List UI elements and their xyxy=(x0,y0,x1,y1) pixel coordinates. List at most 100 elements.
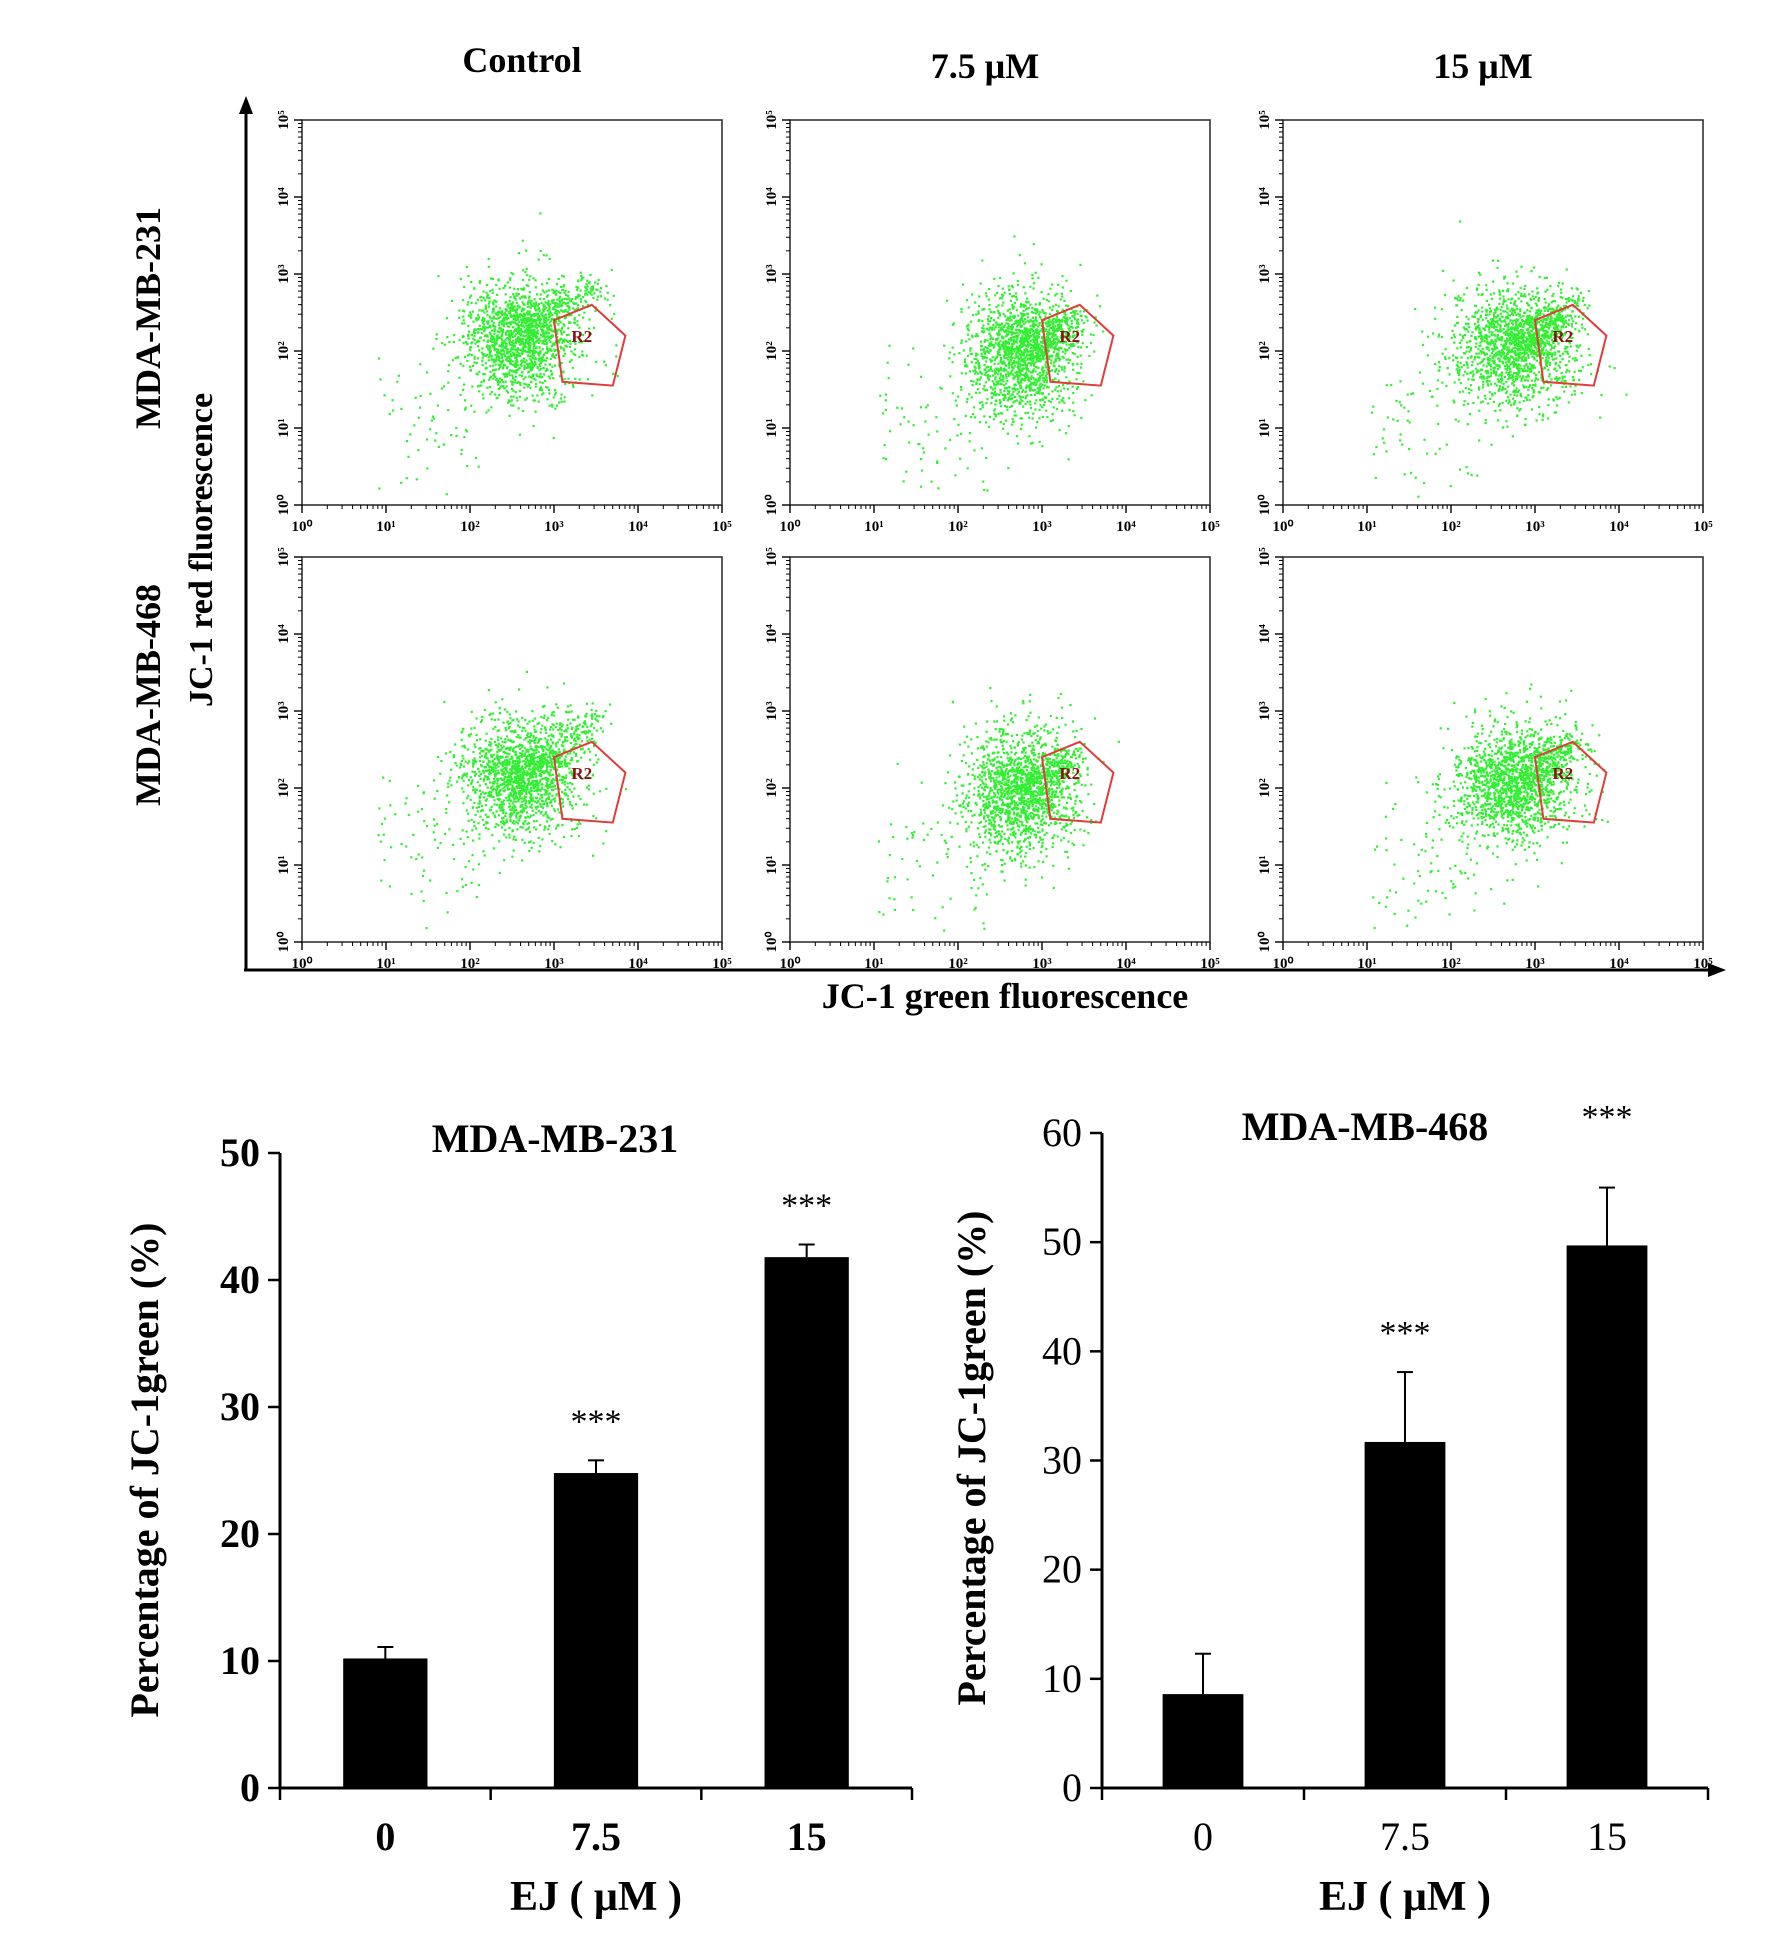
flow-dot xyxy=(550,370,552,372)
flow-dot xyxy=(1046,299,1048,301)
flow-dot xyxy=(549,315,551,317)
flow-dot xyxy=(1574,315,1576,317)
flow-dot xyxy=(545,360,547,362)
flow-dot xyxy=(499,321,501,323)
flow-dot xyxy=(1016,435,1018,437)
flow-dot xyxy=(526,342,528,344)
flow-dot xyxy=(992,311,994,313)
flow-dot xyxy=(1024,357,1026,359)
flow-dot xyxy=(577,295,579,297)
flow-dot xyxy=(1025,387,1027,389)
flow-dot xyxy=(1003,357,1005,359)
flow-dot xyxy=(458,309,460,311)
flow-dot xyxy=(1477,321,1479,323)
flow-dot xyxy=(528,297,530,299)
flow-dot xyxy=(521,362,523,364)
flow-dot xyxy=(982,324,984,326)
flow-dot xyxy=(539,298,541,300)
flow-dot xyxy=(548,339,550,341)
gate-r2-label: R2 xyxy=(571,327,592,346)
flow-dot xyxy=(543,354,545,356)
flow-dot xyxy=(523,304,525,306)
flow-dot xyxy=(1061,296,1063,298)
flow-dot xyxy=(1518,297,1520,299)
flow-dot xyxy=(1009,315,1011,317)
flow-dot xyxy=(1488,349,1490,351)
flow-dot xyxy=(1025,348,1027,350)
flow-dot xyxy=(485,368,487,370)
flow-dot xyxy=(1032,360,1034,362)
flow-dot xyxy=(1005,397,1007,399)
flow-dot xyxy=(1496,364,1498,366)
flow-dot xyxy=(501,323,503,325)
flow-dot xyxy=(1493,292,1495,294)
flow-dot xyxy=(1025,308,1027,310)
gate-r2-label: R2 xyxy=(1059,327,1080,346)
flow-dot xyxy=(1542,334,1544,336)
flow-dot xyxy=(1032,339,1034,341)
flow-dot xyxy=(1024,363,1026,365)
flow-dot xyxy=(1030,354,1032,356)
flow-dot xyxy=(1032,442,1034,444)
flow-dot xyxy=(1069,317,1071,319)
flow-dot xyxy=(1042,366,1044,368)
flow-dot xyxy=(467,301,469,303)
flow-dot xyxy=(1013,348,1015,350)
flow-dot xyxy=(1079,264,1081,266)
flow-dot xyxy=(539,212,541,214)
flow-dot xyxy=(920,458,922,460)
flow-dot xyxy=(1512,347,1514,349)
flow-dot xyxy=(1567,353,1569,355)
flow-dot xyxy=(1494,410,1496,412)
flow-dot xyxy=(546,369,548,371)
flow-dot xyxy=(463,310,465,312)
flow-dot xyxy=(584,290,586,292)
flow-dot xyxy=(1001,344,1003,346)
flow-dot xyxy=(1074,318,1076,320)
flow-dot xyxy=(567,378,569,380)
flow-dot xyxy=(540,322,542,324)
flow-dot xyxy=(966,299,968,301)
flow-dot xyxy=(1049,307,1051,309)
flow-dot xyxy=(426,467,428,469)
flow-dot xyxy=(987,376,989,378)
flow-dot xyxy=(1056,336,1058,338)
flow-dot xyxy=(526,312,528,314)
flow-dot xyxy=(396,381,398,383)
flow-dot xyxy=(563,349,565,351)
flow-dot xyxy=(1461,339,1463,341)
flow-dot xyxy=(486,284,488,286)
flow-dot xyxy=(441,342,443,344)
flow-dot xyxy=(1008,338,1010,340)
flow-dot xyxy=(505,373,507,375)
flow-dot xyxy=(1081,334,1083,336)
flow-dot xyxy=(518,252,520,254)
flow-dot xyxy=(1025,305,1027,307)
flow-dot xyxy=(931,481,933,483)
flow-dot xyxy=(946,300,948,302)
flow-dot xyxy=(532,354,534,356)
flow-dot xyxy=(1484,398,1486,400)
flow-dot xyxy=(451,300,453,302)
flow-x-tick-label: 10² xyxy=(1441,519,1461,535)
flow-dot xyxy=(1008,325,1010,327)
flow-dot xyxy=(1004,350,1006,352)
flow-dot xyxy=(1590,373,1592,375)
flow-dot xyxy=(455,427,457,429)
flow-dot xyxy=(471,385,473,387)
flow-dot xyxy=(536,327,538,329)
flow-dot xyxy=(1009,406,1011,408)
flow-dot xyxy=(501,314,503,316)
flow-dot xyxy=(1536,419,1538,421)
flow-dot xyxy=(519,434,521,436)
flow-dot xyxy=(1037,277,1039,279)
flow-dot xyxy=(1025,327,1027,329)
flow-dot xyxy=(1020,306,1022,308)
flow-dot xyxy=(1036,308,1038,310)
flow-dot xyxy=(1064,352,1066,354)
flow-dot xyxy=(885,409,887,411)
flow-dot xyxy=(1007,317,1009,319)
flow-dot xyxy=(1582,300,1584,302)
flow-dot xyxy=(953,353,955,355)
flow-dot xyxy=(1500,381,1502,383)
